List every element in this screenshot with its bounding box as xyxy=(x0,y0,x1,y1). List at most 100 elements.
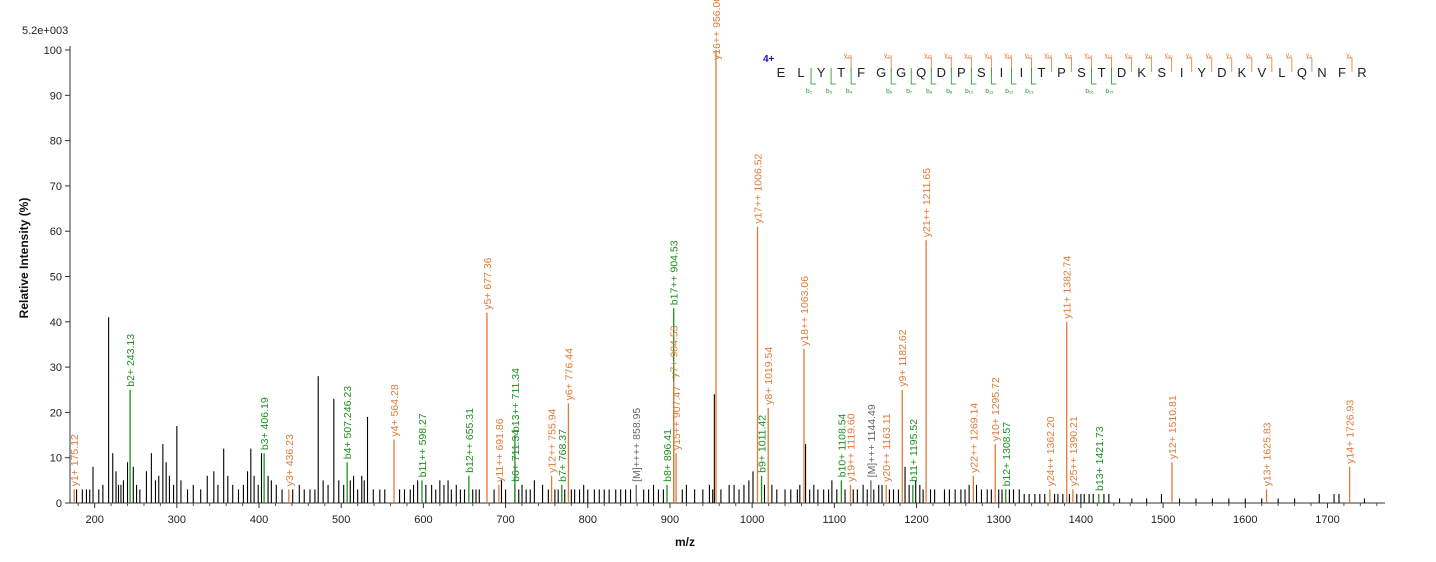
y-ion-label: y₁₉ xyxy=(984,52,992,59)
y-ion-bracket xyxy=(946,57,952,72)
sequence-residue: L xyxy=(1278,65,1285,80)
sequence-residue: N xyxy=(1317,65,1326,80)
peak-label: y4+ 564.28 xyxy=(389,384,401,436)
y-ion-label: y₁₄ xyxy=(1084,52,1092,59)
sequence-residue: P xyxy=(1057,65,1066,80)
peak-label: y8+ 1019.54 xyxy=(763,347,775,405)
b-ion-bracket xyxy=(1091,68,1097,85)
b-ion-label: b₈ xyxy=(926,88,933,95)
peak-label: b13+ 1421.73 xyxy=(1094,426,1106,491)
y-tick-label: 60 xyxy=(50,226,62,238)
b-ion-label: b₇ xyxy=(906,88,912,95)
peak-label: y11+ 1382.74 xyxy=(1062,255,1074,318)
y-tick-label: 80 xyxy=(50,136,62,148)
y-ion-label: y₁₅ xyxy=(1064,52,1072,59)
sequence-residue: L xyxy=(797,65,804,80)
b-ion-label: b₁₇ xyxy=(1106,88,1114,95)
b-ion-bracket xyxy=(990,68,997,85)
y-ion-bracket xyxy=(1006,57,1012,72)
peak-label: y3+ 436.23 xyxy=(284,434,296,486)
y-tick-label: 40 xyxy=(50,317,62,329)
peak-label: y19++ 1119.60 xyxy=(845,413,857,482)
y-tick-label: 20 xyxy=(50,407,62,419)
y-ion-label: y₅ xyxy=(1266,52,1272,59)
x-tick-label: 700 xyxy=(496,514,514,526)
y-ion-bracket xyxy=(1306,57,1313,72)
peak-label: y9+ 1182.62 xyxy=(897,329,909,386)
x-tick-label: 800 xyxy=(579,514,597,526)
x-axis-title: m/z xyxy=(675,535,695,549)
x-tick-label: 1100 xyxy=(823,514,847,526)
peak-label: y17++ 1006.52 xyxy=(753,153,765,223)
y-ion-label: y₇ xyxy=(1226,52,1231,59)
peak-label: b9+ 1011.42 xyxy=(757,415,769,473)
y-ion-bracket xyxy=(926,57,932,72)
y-ion-label: y₁₈ xyxy=(1004,52,1012,59)
peak-label: y7+ 904.53 xyxy=(669,325,681,377)
x-tick-label: 1000 xyxy=(740,514,764,526)
peak-annotations: y1+ 175.12 b2+ 243.13 b3+ 406.19 y3+ 436.23… xyxy=(69,0,1357,503)
b-ion-bracket xyxy=(810,68,817,85)
peak-label: y11++ 691.86 xyxy=(494,418,506,482)
peak-label: [M]+++ 1144.49 xyxy=(866,404,878,477)
b-ion-bracket xyxy=(930,68,937,85)
y-ion-label: y₁₁ xyxy=(1145,52,1153,59)
b-ion-bracket xyxy=(1111,68,1117,85)
y-ion-label: y₂₆ xyxy=(844,52,853,59)
b-ion-bracket xyxy=(950,68,957,85)
peak-label: y14+ 1726.93 xyxy=(1345,400,1357,464)
sequence-residue: T xyxy=(837,65,845,80)
sequence-residue: T xyxy=(1098,65,1106,80)
y-ion-label: y₉ xyxy=(1186,52,1192,59)
sequence-residue: S xyxy=(1157,65,1166,80)
sequence-residue: K xyxy=(1137,65,1146,80)
y-ion-bracket xyxy=(1286,57,1293,72)
peak-label: y12++ 755.94 xyxy=(547,408,559,472)
b-ion-label: b₁₃ xyxy=(1025,88,1034,95)
peak-label: b11++ 598.27 xyxy=(417,413,429,477)
y-ion-label: y₂₄ xyxy=(884,52,893,59)
peak-label: b4+ 507.246.23 xyxy=(342,386,354,459)
peak-label: b6+ 711.34 xyxy=(510,430,522,482)
y-ion-label: y₁₆ xyxy=(1044,52,1052,59)
axes: 200 300 400 500 600 700 800 900 1000 1100 1200 1300… xyxy=(44,45,1385,526)
y-axis-title: Relative Intensity (%) xyxy=(17,198,31,319)
peak-label: y6+ 776.44 xyxy=(563,348,575,400)
sequence-residue: F xyxy=(857,65,865,80)
sequence-residue: Q xyxy=(916,65,926,80)
b-ion-bracket xyxy=(970,68,977,85)
x-tick-label: 200 xyxy=(85,514,103,526)
sequence-residue: D xyxy=(937,65,946,80)
x-tick-label: 900 xyxy=(661,514,679,526)
b-ion-label: b₁₆ xyxy=(1085,88,1094,95)
peak-label: y13+ 1625.83 xyxy=(1262,422,1274,486)
b-ion-bracket xyxy=(890,68,897,85)
sequence-residue: S xyxy=(977,65,986,80)
y-ion-label: y₁₃ xyxy=(1105,52,1113,59)
peak-label: y15++ 907.47 xyxy=(671,386,683,450)
sequence-residue: V xyxy=(1257,65,1266,80)
y-ion-label: y₂₂ xyxy=(924,52,933,59)
b-ion-label: b₄ xyxy=(846,88,853,95)
peak-label: y5+ 677.36 xyxy=(482,257,494,309)
b-ion-bracket xyxy=(1011,68,1017,85)
peak-label: b12++ 655.31 xyxy=(464,408,476,473)
b-ion-label: b₆ xyxy=(886,88,893,95)
b-ion-label: b₁₂ xyxy=(1005,88,1014,95)
sequence-residue: P xyxy=(957,65,966,80)
y-ion-bracket xyxy=(1226,57,1233,72)
y-ion-label: y₈ xyxy=(1206,52,1212,59)
peak-label: b2+ 243.13 xyxy=(125,334,137,387)
x-tick-label: 1600 xyxy=(1233,514,1257,526)
y-ion-bracket xyxy=(1186,57,1193,72)
y-ion-label: y₁₇ xyxy=(1025,52,1033,59)
y-ion-label: y₁₀ xyxy=(1165,52,1173,59)
x-tick-label: 600 xyxy=(414,514,432,526)
b-ion-bracket xyxy=(850,68,857,85)
peak-label: y18++ 1063.06 xyxy=(799,276,811,346)
peak-label: b3+ 406.19 xyxy=(259,397,271,450)
sequence-residue: Y xyxy=(1197,65,1206,80)
sequence-residue: I xyxy=(1020,65,1024,80)
x-tick-label: 400 xyxy=(250,514,268,526)
